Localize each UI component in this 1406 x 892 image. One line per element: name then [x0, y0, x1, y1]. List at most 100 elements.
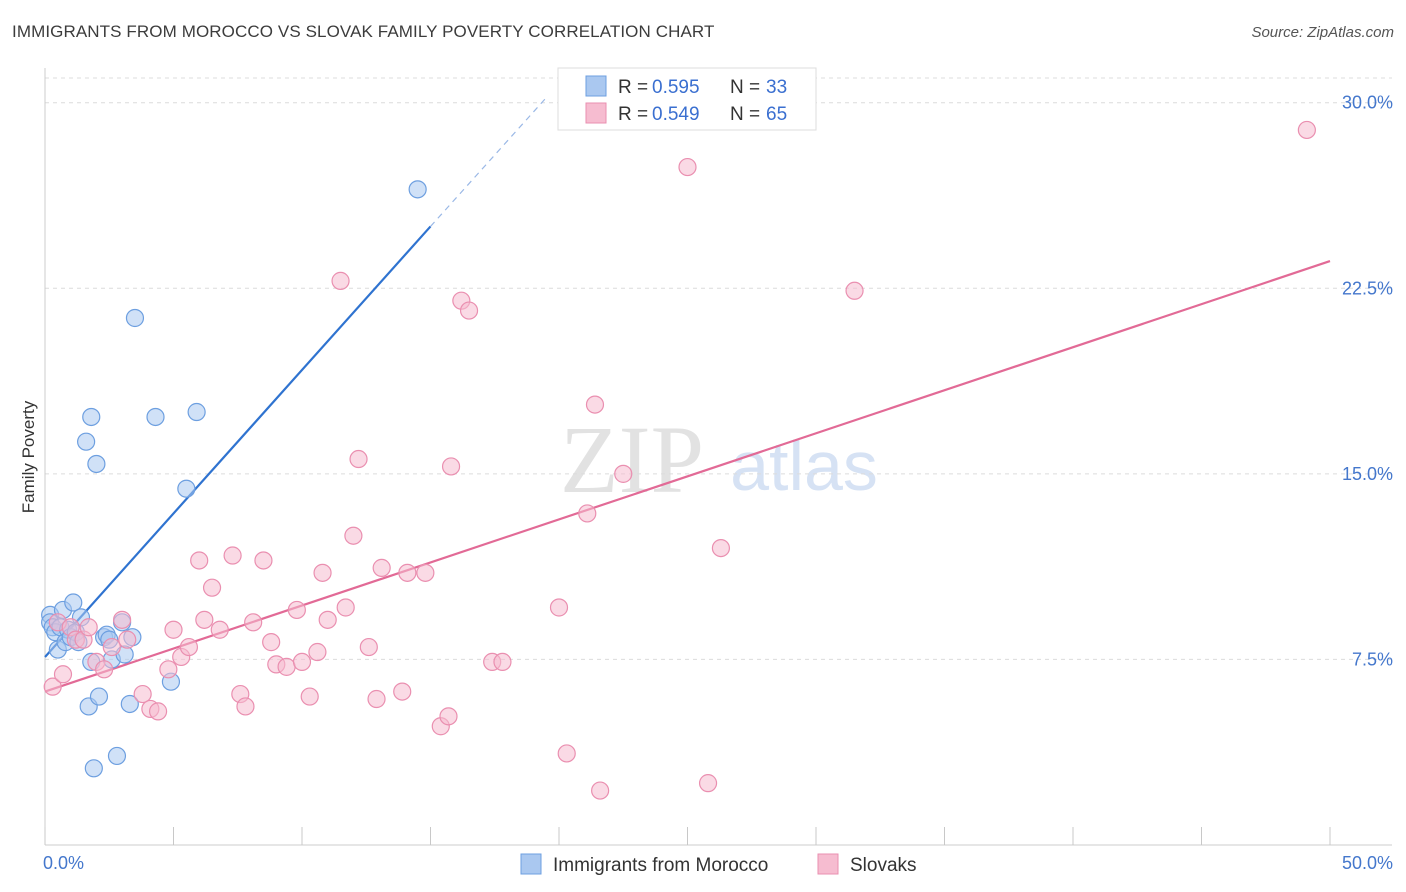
chart-source: Source: ZipAtlas.com	[1251, 24, 1394, 41]
point-slovaks-41	[359, 637, 378, 657]
point-morocco-14	[77, 432, 96, 451]
point-slovaks-2	[53, 665, 73, 684]
legend-r-label-slovaks: R =	[618, 104, 648, 125]
point-slovaks-53	[493, 652, 512, 672]
point-slovaks-57	[585, 395, 605, 414]
axes	[44, 68, 1392, 846]
x-tick-label-1: 50.0%	[1342, 853, 1393, 873]
point-slovaks-18	[179, 637, 199, 657]
point-slovaks-27	[254, 551, 273, 570]
point-slovaks-63	[845, 281, 864, 300]
legend-r-value-slovaks: 0.549	[652, 104, 700, 125]
point-slovaks-19	[190, 551, 209, 570]
point-morocco-19	[87, 454, 106, 474]
point-slovaks-39	[344, 526, 363, 545]
series-legend-label-morocco: Immigrants from Morocco	[553, 855, 768, 876]
point-slovaks-12	[133, 684, 152, 704]
point-slovaks-31	[287, 600, 306, 620]
legend: R = 0.595 N = 33 R = 0.549 N = 65	[557, 67, 817, 131]
point-slovaks-33	[300, 687, 319, 706]
point-slovaks-42	[367, 689, 386, 709]
point-slovaks-6	[79, 618, 98, 637]
point-slovaks-15	[159, 660, 178, 679]
legend-n-value-slovaks: 65	[766, 104, 787, 125]
point-slovaks-45	[398, 563, 417, 582]
point-slovaks-58	[591, 781, 610, 800]
point-slovaks-56	[578, 504, 597, 523]
point-slovaks-46	[416, 563, 435, 582]
point-slovaks-26	[244, 613, 263, 632]
y-tick-label-0: 7.5%	[1352, 649, 1393, 669]
trend-lines	[44, 97, 1331, 693]
point-slovaks-22	[210, 620, 229, 639]
point-morocco-28	[120, 694, 139, 714]
point-slovaks-36	[318, 610, 337, 629]
legend-n-label-slovaks: N =	[730, 104, 760, 125]
point-morocco-30	[125, 308, 145, 328]
point-slovaks-55	[557, 744, 576, 763]
legend-r-label-morocco: R =	[618, 77, 648, 98]
point-slovaks-25	[236, 697, 255, 716]
point-slovaks-62	[711, 538, 731, 558]
point-slovaks-43	[372, 558, 391, 577]
point-slovaks-49	[441, 457, 461, 476]
y-axis-label: Family Poverty	[19, 400, 38, 513]
point-slovaks-44	[393, 682, 412, 701]
point-morocco-33	[177, 479, 196, 498]
point-morocco-10	[64, 593, 83, 612]
point-slovaks-60	[678, 157, 697, 177]
series-legend-label-slovaks: Slovaks	[850, 855, 917, 876]
point-slovaks-0	[43, 677, 62, 696]
data-points	[41, 120, 1316, 800]
point-slovaks-59	[614, 464, 633, 483]
point-slovaks-48	[439, 707, 458, 726]
point-morocco-17	[82, 407, 101, 427]
x-tick-label-0: 0.0%	[43, 853, 84, 873]
point-slovaks-16	[164, 620, 183, 639]
point-slovaks-8	[95, 660, 114, 679]
point-morocco-18	[84, 759, 103, 778]
point-morocco-20	[89, 687, 109, 706]
point-morocco-34	[187, 402, 206, 422]
point-morocco-31	[146, 407, 165, 427]
point-slovaks-14	[148, 702, 168, 721]
watermark-zip: ZIP	[560, 406, 704, 513]
point-slovaks-64	[1297, 120, 1316, 140]
point-slovaks-54	[549, 598, 569, 617]
point-slovaks-30	[277, 657, 296, 676]
point-slovaks-34	[308, 642, 327, 662]
point-morocco-35	[408, 180, 427, 199]
trend-line-morocco-extension	[430, 97, 547, 227]
point-slovaks-51	[459, 301, 479, 320]
point-slovaks-21	[202, 578, 222, 597]
trend-line-slovaks	[44, 260, 1331, 693]
legend-n-label-morocco: N =	[730, 77, 760, 98]
point-slovaks-28	[262, 633, 281, 652]
legend-swatch-slovaks	[585, 102, 607, 124]
gridlines	[45, 77, 1392, 660]
y-tick-label-1: 15.0%	[1342, 464, 1393, 484]
point-slovaks-32	[292, 652, 312, 672]
y-tick-label-2: 22.5%	[1342, 278, 1393, 298]
legend-n-value-morocco: 33	[766, 77, 787, 98]
point-slovaks-40	[349, 449, 368, 469]
point-slovaks-20	[195, 610, 214, 629]
legend-r-value-morocco: 0.595	[652, 77, 700, 98]
watermark-atlas: atlas	[730, 427, 878, 505]
tick-labels: 7.5% 15.0% 22.5% 30.0% 0.0% 50.0%	[43, 93, 1393, 873]
y-tick-label-3: 30.0%	[1342, 93, 1393, 113]
series-legend: Immigrants from Morocco Slovaks	[520, 853, 917, 876]
point-slovaks-38	[336, 598, 355, 617]
point-morocco-25	[107, 746, 127, 766]
point-slovaks-35	[313, 563, 332, 582]
trend-line-morocco	[44, 225, 432, 658]
chart-title: IMMIGRANTS FROM MOROCCO VS SLOVAK FAMILY…	[12, 22, 715, 41]
legend-swatch-morocco	[585, 75, 607, 97]
series-legend-swatch-slovaks	[817, 853, 839, 875]
point-slovaks-9	[102, 637, 121, 657]
point-slovaks-37	[331, 271, 350, 290]
point-slovaks-61	[698, 774, 718, 793]
point-slovaks-10	[112, 610, 132, 629]
point-slovaks-11	[118, 630, 137, 649]
